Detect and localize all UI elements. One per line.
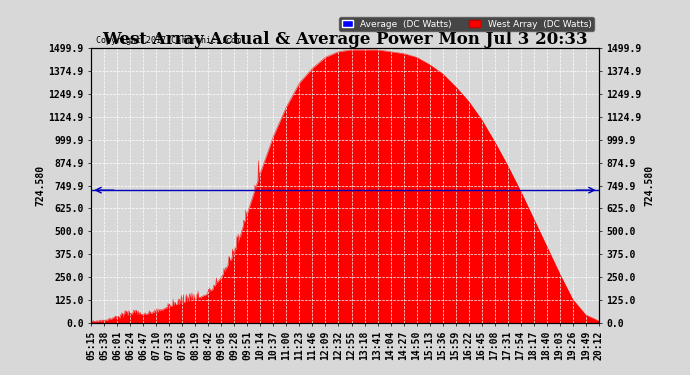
Y-axis label: 724.580: 724.580: [36, 165, 46, 206]
Y-axis label: 724.580: 724.580: [644, 165, 654, 206]
Title: West Array Actual & Average Power Mon Jul 3 20:33: West Array Actual & Average Power Mon Ju…: [102, 31, 588, 48]
Legend: Average  (DC Watts), West Array  (DC Watts): Average (DC Watts), West Array (DC Watts…: [339, 17, 594, 31]
Text: Copyright 2017 Cartronics.com: Copyright 2017 Cartronics.com: [97, 36, 242, 45]
